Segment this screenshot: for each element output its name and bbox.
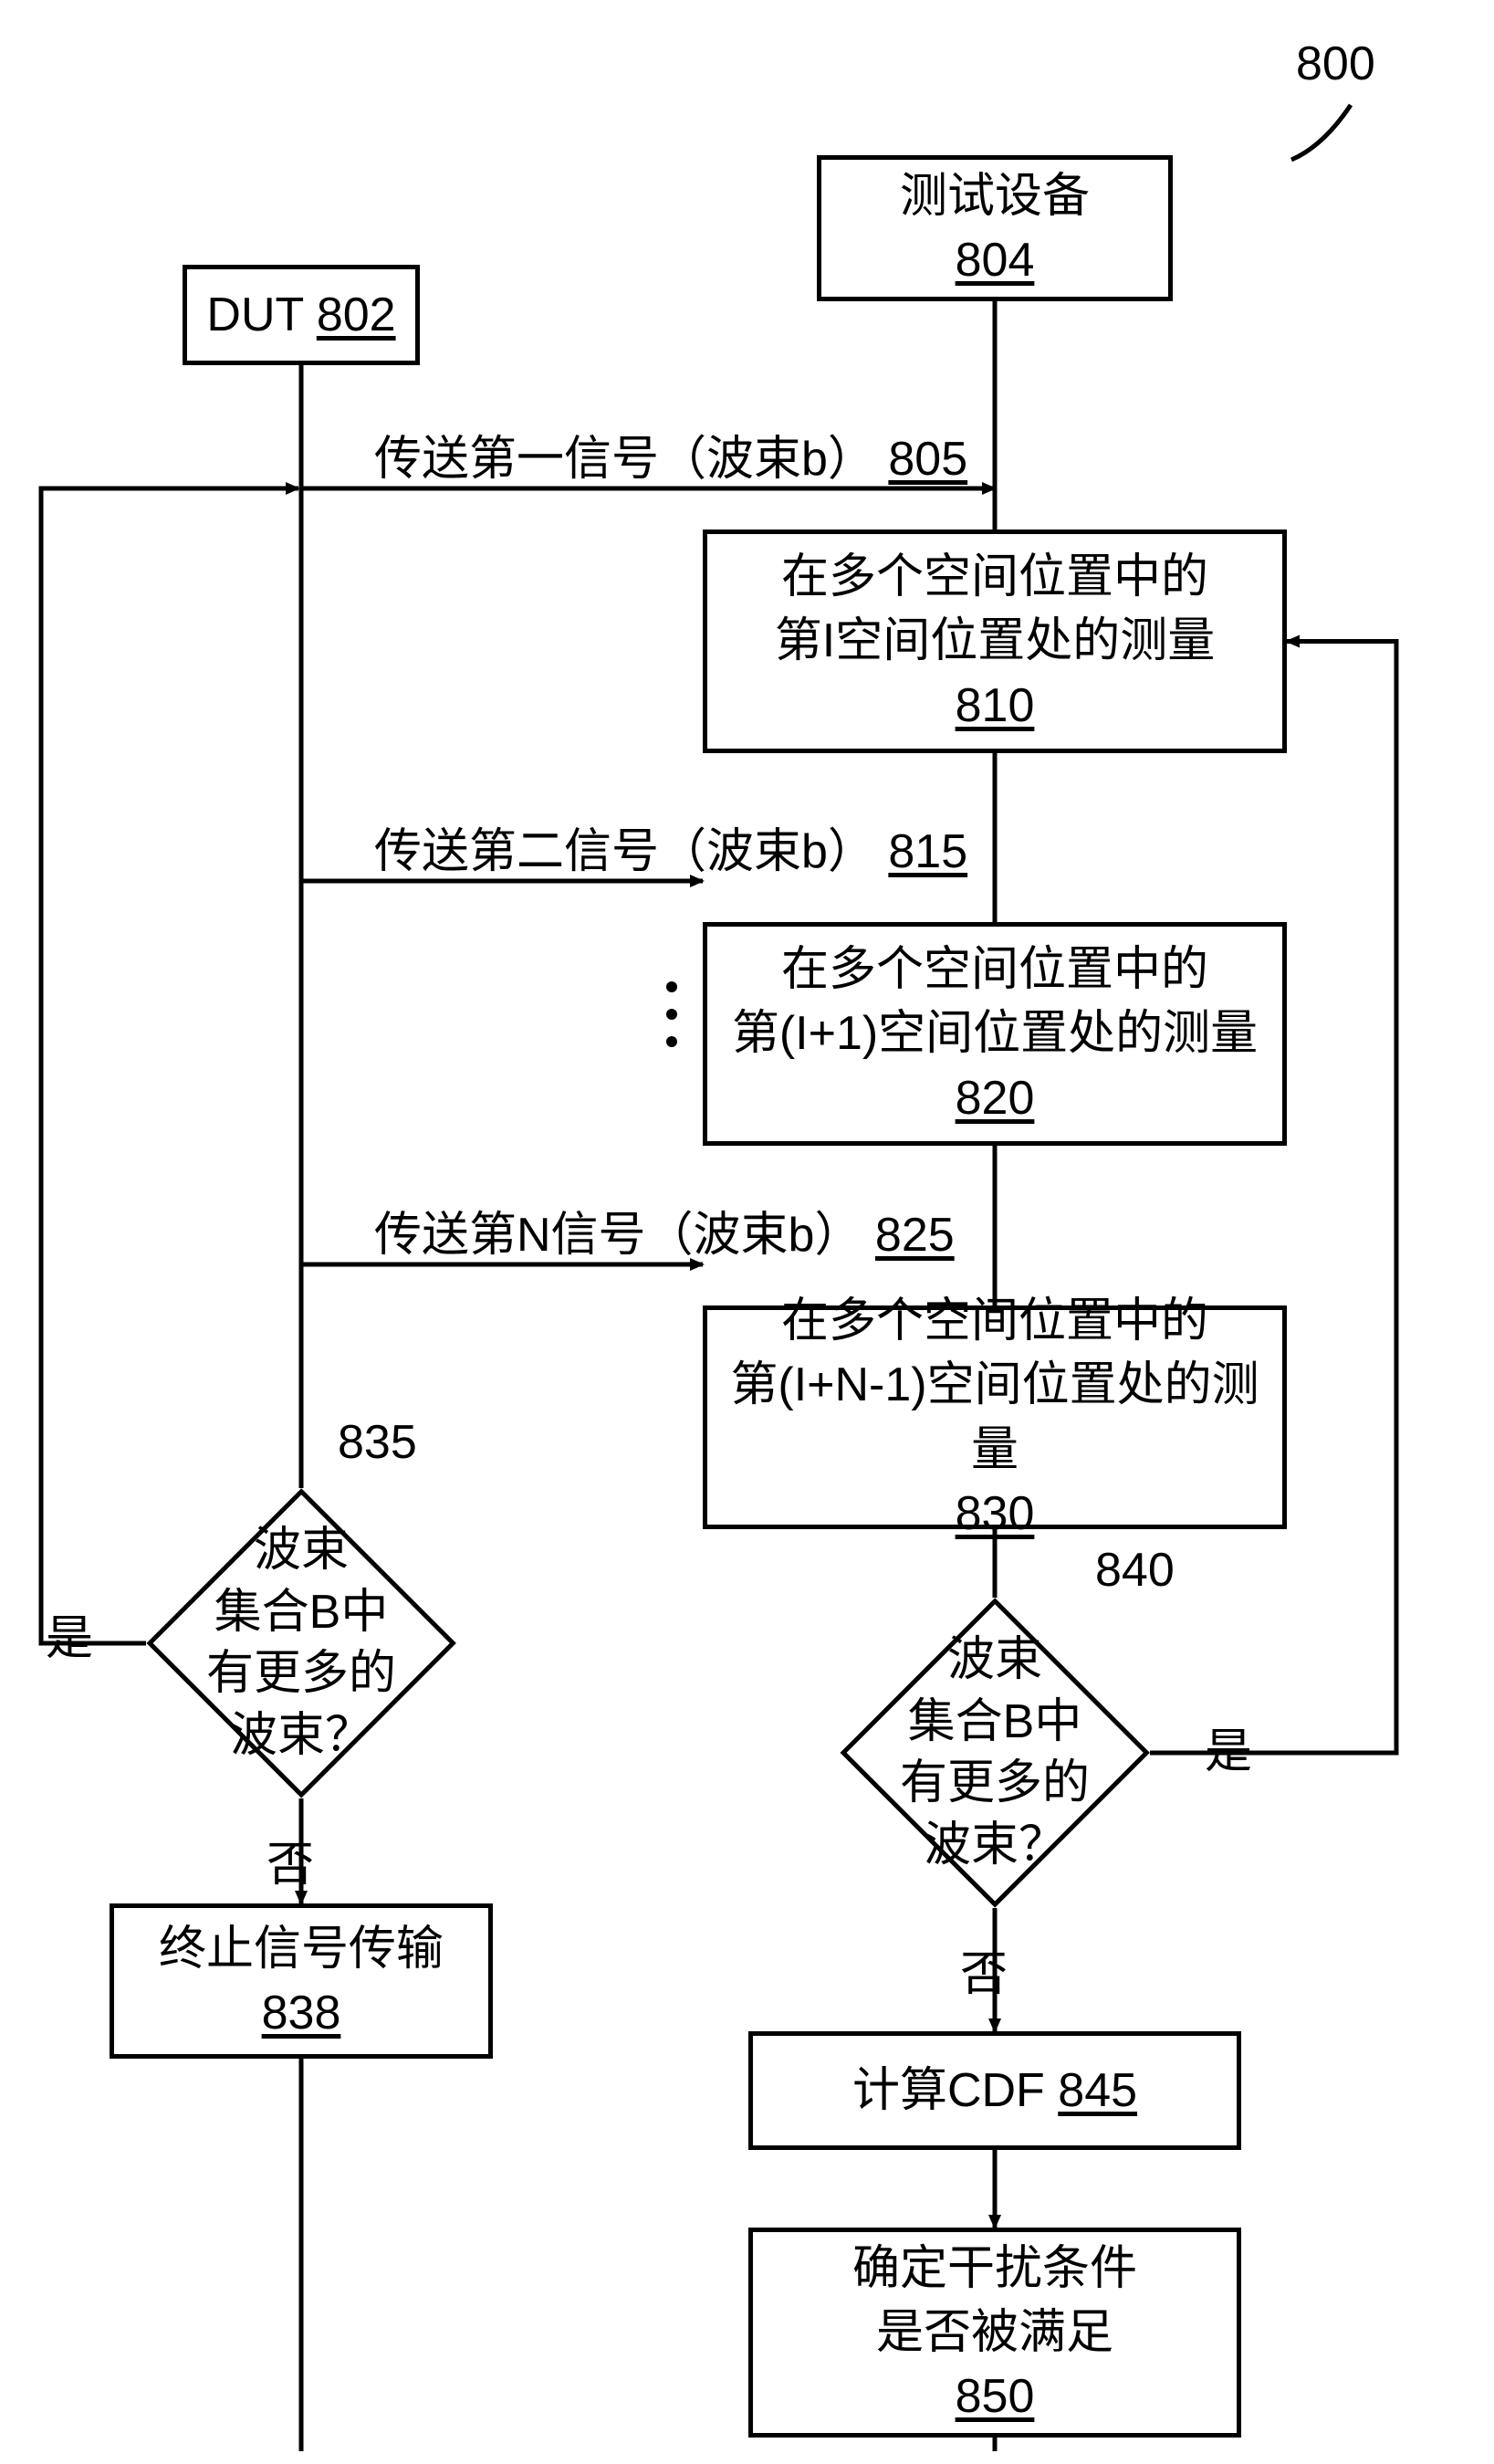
message-m825: 传送第N信号（波束b） 825 <box>374 1196 955 1264</box>
node-meas_i-text: 在多个空间位置中的第I空间位置处的测量810 <box>775 545 1215 738</box>
node-cdf: 计算CDF 845 <box>748 2031 1241 2150</box>
decision-d840-yes: 是 <box>1205 1713 1252 1781</box>
diagram-id: 800 <box>1296 37 1375 91</box>
decision-d840-text: 波束集合B中有更多的波束？ <box>841 1630 1149 1876</box>
node-terminate-text: 终止信号传输838 <box>159 1917 444 2045</box>
node-meas_i1-text: 在多个空间位置中的第(I+1)空间位置处的测量820 <box>732 938 1258 1130</box>
node-tester: 测试设备804 <box>817 155 1173 301</box>
decision-d835-yes: 是 <box>46 1599 93 1668</box>
node-meas_i: 在多个空间位置中的第I空间位置处的测量810 <box>703 529 1287 753</box>
node-meas_i1: 在多个空间位置中的第(I+1)空间位置处的测量820 <box>703 922 1287 1146</box>
node-dut-text: DUT 802 <box>206 283 395 347</box>
decision-d840-no: 否 <box>960 1935 1008 2004</box>
message-m815: 传送第二信号（波束b） 815 <box>374 813 967 881</box>
vertical-ellipsis <box>666 981 677 1047</box>
node-dut: DUT 802 <box>183 265 420 365</box>
node-tester-text: 测试设备804 <box>900 164 1090 292</box>
decision-d835: 波束集合B中有更多的波束？ <box>192 1534 411 1753</box>
decision-d840: 波束集合B中有更多的波束？ <box>885 1643 1104 1862</box>
message-m805: 传送第一信号（波束b） 805 <box>374 420 967 488</box>
decision-d835-no: 否 <box>266 1826 314 1894</box>
decision-d840-ref: 840 <box>1095 1543 1175 1598</box>
node-terminate: 终止信号传输838 <box>110 1903 493 2059</box>
node-meas_in1: 在多个空间位置中的第(I+N-1)空间位置处的测量830 <box>703 1305 1287 1529</box>
decision-d835-ref: 835 <box>338 1415 417 1470</box>
node-cdf-text: 计算CDF 845 <box>852 2059 1137 2123</box>
node-satisfy: 确定干扰条件是否被满足850 <box>748 2228 1241 2438</box>
decision-d835-text: 波束集合B中有更多的波束？ <box>148 1520 455 1767</box>
node-satisfy-text: 确定干扰条件是否被满足850 <box>852 2237 1137 2429</box>
node-meas_in1-text: 在多个空间位置中的第(I+N-1)空间位置处的测量830 <box>707 1289 1282 1546</box>
